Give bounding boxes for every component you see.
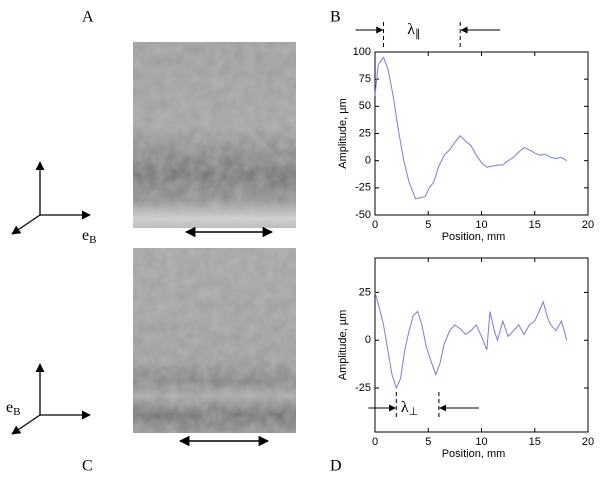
x-tick-label: 0 [372, 436, 378, 448]
y-tick-label: 0 [365, 155, 371, 167]
image-c [133, 248, 296, 433]
panel-label: D [330, 458, 342, 475]
axis-triad [11, 161, 91, 235]
axis-triad [11, 363, 91, 435]
y-tick-label: 25 [359, 286, 371, 298]
y-tick-label: 75 [359, 73, 371, 85]
y-tick-label: -25 [355, 182, 371, 194]
y-tick-label: -50 [355, 209, 371, 221]
panel-label: C [82, 458, 93, 475]
y-axis-title: Amplitude, µm [337, 310, 349, 381]
wavelength-label: λ∥ [407, 21, 420, 40]
plot-frame [374, 51, 589, 216]
wavelength-label: λ⊥ [401, 399, 418, 418]
x-tick-label: 10 [475, 436, 487, 448]
y-tick-label: 100 [353, 46, 371, 58]
x-tick-label: 20 [582, 219, 594, 231]
image-a [133, 42, 296, 228]
basis-label: eB [6, 399, 20, 418]
data-line [374, 56, 567, 200]
y-tick-label: 50 [359, 100, 371, 112]
basis-label: eB [82, 227, 96, 246]
x-tick-label: 10 [475, 219, 487, 231]
y-axis-title: Amplitude, µm [337, 98, 349, 169]
y-tick-label: 25 [359, 127, 371, 139]
data-line [374, 292, 568, 390]
wavelength-subscript: ∥ [415, 28, 421, 40]
panel-label: B [330, 9, 341, 26]
x-tick-label: 5 [425, 219, 431, 231]
wavelength-subscript: ⊥ [409, 406, 419, 418]
x-tick-label: 20 [582, 436, 594, 448]
wavelength-symbol: λ [407, 21, 415, 38]
y-tick-label: 0 [365, 334, 371, 346]
wavelength-symbol: λ [401, 399, 409, 416]
x-axis-title: Position, mm [442, 448, 506, 460]
x-axis-title: Position, mm [442, 231, 506, 243]
panel-label: A [82, 9, 94, 26]
x-tick-label: 0 [372, 219, 378, 231]
x-tick-label: 15 [529, 436, 541, 448]
y-tick-label: -25 [355, 382, 371, 394]
x-tick-label: 15 [529, 219, 541, 231]
x-tick-label: 5 [425, 436, 431, 448]
